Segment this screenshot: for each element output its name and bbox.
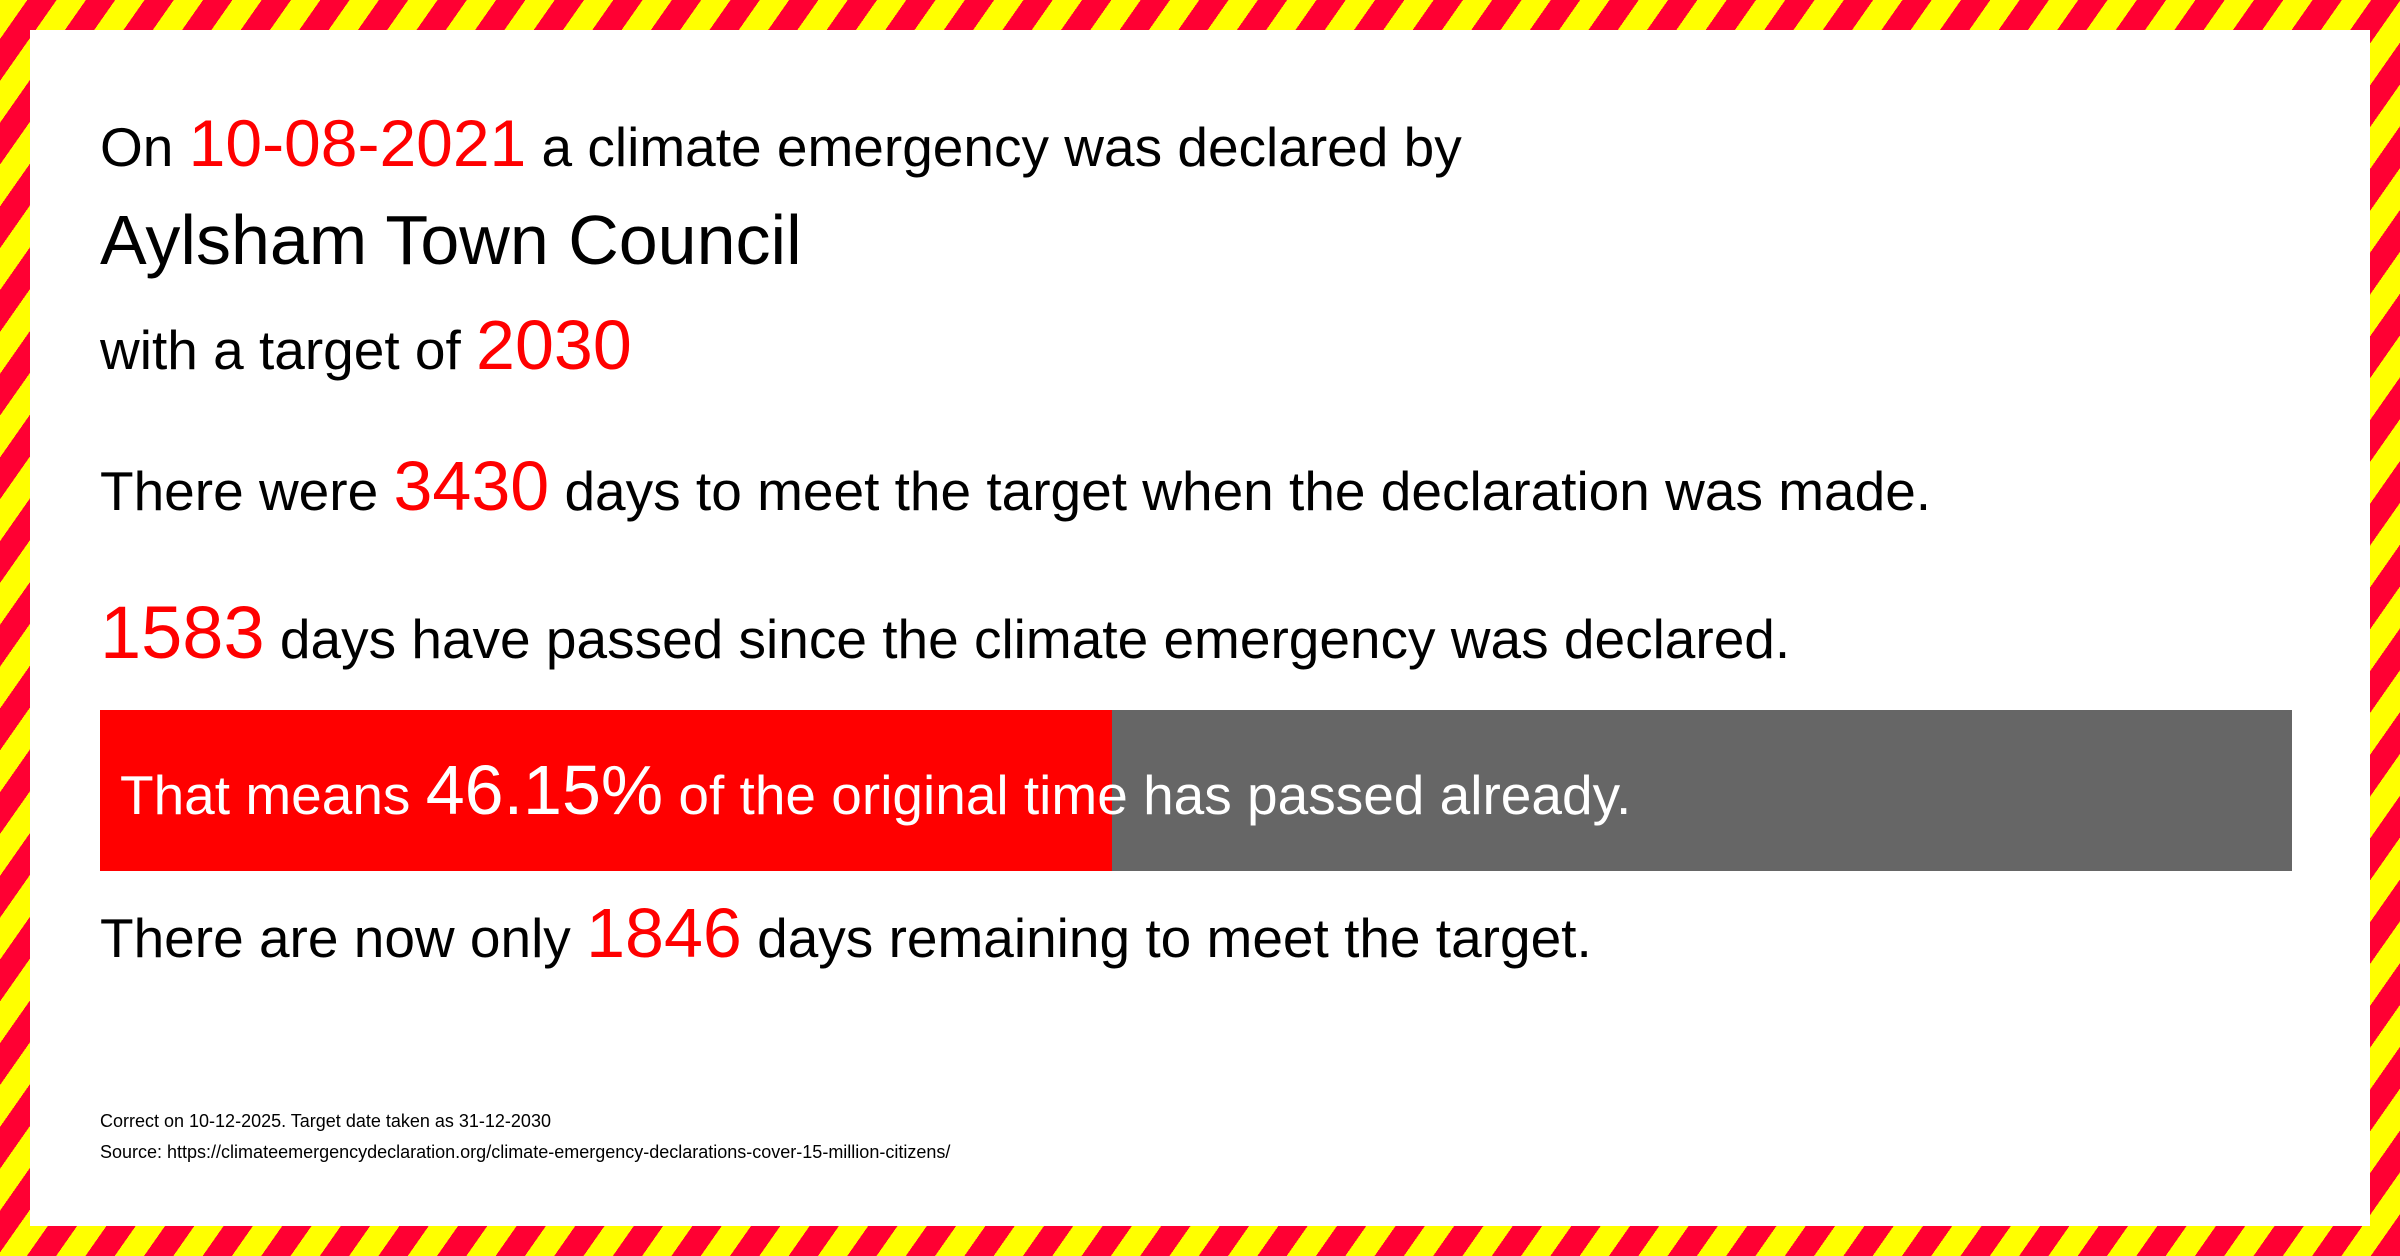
- target-label: with a target of: [100, 319, 461, 381]
- target-line: with a target of 2030: [100, 305, 632, 385]
- progress-bar-fill: [100, 710, 1112, 871]
- days-passed-line: 1583 days have passed since the climate …: [100, 590, 1790, 675]
- progress-prefix: That means: [120, 764, 411, 826]
- source-note: Source: https://climateemergencydeclarat…: [100, 1142, 951, 1162]
- days-remaining-suffix: days remaining to meet the target.: [757, 907, 1592, 969]
- progress-value: 46.15%: [425, 751, 664, 829]
- content-panel: [30, 30, 2370, 1226]
- on-label: On: [100, 116, 174, 178]
- progress-text: That means 46.15% of the original time h…: [120, 710, 1631, 871]
- target-year: 2030: [476, 306, 632, 384]
- declared-by-label: a climate emergency was declared by: [541, 116, 1462, 178]
- days-remaining-value: 1846: [586, 894, 742, 972]
- days-total-suffix: days to meet the target when the declara…: [564, 460, 1932, 522]
- days-remaining-line: There are now only 1846 days remaining t…: [100, 893, 1592, 973]
- days-total-prefix: There were: [100, 460, 379, 522]
- days-total-line: There were 3430 days to meet the target …: [100, 446, 1931, 526]
- progress-suffix: of the original time has passed already.: [678, 764, 1632, 826]
- progress-bar: That means 46.15% of the original time h…: [100, 710, 2292, 871]
- days-passed-suffix: days have passed since the climate emerg…: [279, 608, 1791, 670]
- declaration-line: On 10-08-2021 a climate emergency was de…: [100, 105, 1462, 181]
- days-passed-value: 1583: [100, 591, 265, 674]
- correct-note: Correct on 10-12-2025. Target date taken…: [100, 1111, 551, 1131]
- declaration-date: 10-08-2021: [188, 106, 527, 180]
- council-name: Aylsham Town Council: [100, 201, 802, 279]
- days-total-value: 3430: [393, 447, 550, 525]
- days-remaining-prefix: There are now only: [100, 907, 571, 969]
